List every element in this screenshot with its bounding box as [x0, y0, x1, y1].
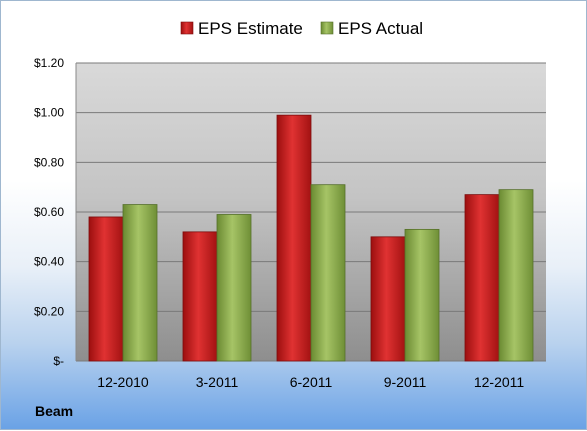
x-tick-label: 12-2010	[97, 374, 149, 390]
bar-eps-actual-12-2010	[122, 204, 158, 362]
y-tick-label: $0.20	[34, 304, 64, 318]
bar-eps-actual-12-2011	[498, 189, 534, 362]
x-tick-label: 6-2011	[290, 374, 333, 390]
legend: EPS Estimate EPS Actual	[180, 19, 423, 38]
y-tick-label: $1.00	[34, 106, 64, 120]
x-tick-label: 3-2011	[196, 374, 239, 390]
y-tick-label: $0.40	[34, 255, 64, 269]
legend-swatch	[180, 21, 194, 35]
bar-eps-estimate-12-2010	[88, 216, 124, 362]
y-tick-label: $1.20	[34, 56, 64, 70]
bar-eps-actual-6-2011	[310, 184, 346, 362]
company-label: Beam	[35, 403, 74, 419]
bar-eps-estimate-9-2011	[370, 236, 406, 362]
bar-eps-actual-3-2011	[216, 214, 252, 362]
x-tick-label: 12-2011	[474, 374, 525, 390]
x-tick-label: 9-2011	[384, 374, 427, 390]
bar-eps-actual-9-2011	[404, 228, 440, 362]
y-tick-label: $0.80	[34, 155, 64, 169]
bar-eps-estimate-6-2011	[276, 114, 312, 362]
bar-eps-estimate-12-2011	[464, 194, 500, 362]
legend-label: EPS Estimate	[198, 19, 303, 38]
y-tick-label: $-	[53, 354, 64, 368]
y-tick-label: $0.60	[34, 205, 64, 219]
legend-swatch	[320, 21, 334, 35]
bar-eps-estimate-3-2011	[182, 231, 218, 362]
legend-label: EPS Actual	[338, 19, 423, 38]
